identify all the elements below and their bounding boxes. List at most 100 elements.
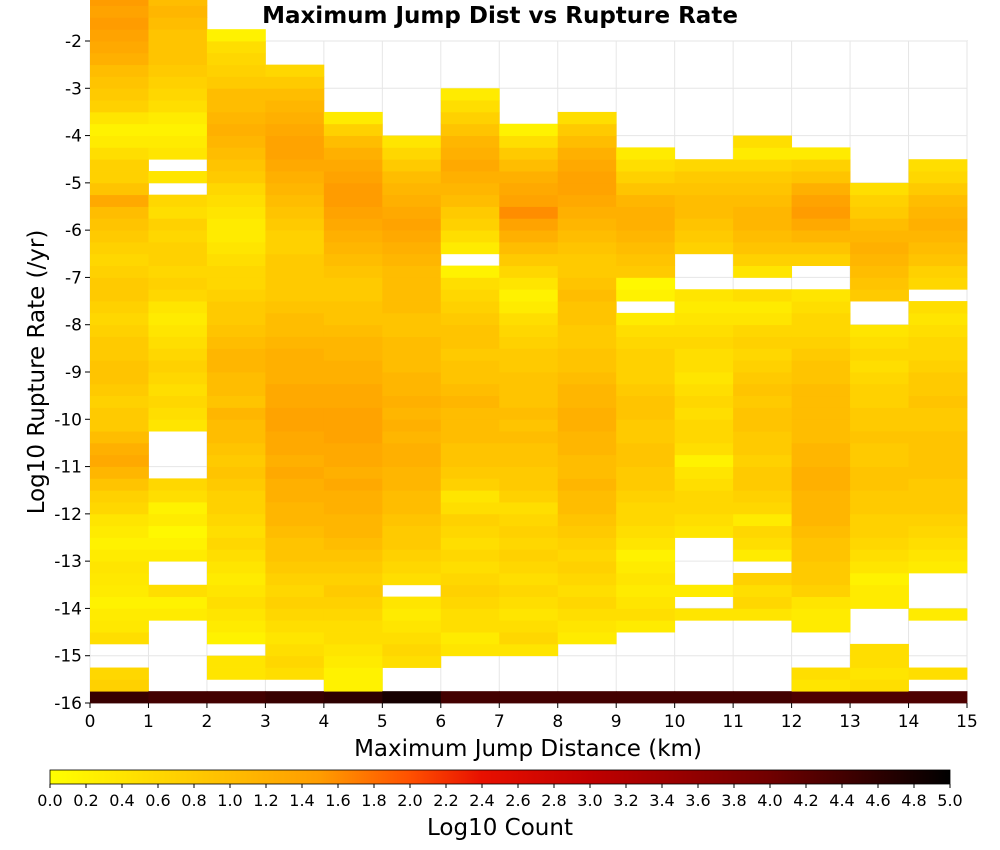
heatmap-cell <box>440 549 500 562</box>
heatmap-cell <box>90 549 149 562</box>
heatmap-cell <box>265 182 325 196</box>
heatmap-cell <box>499 608 559 621</box>
heatmap-cell <box>850 277 909 290</box>
heatmap-cell <box>557 159 617 172</box>
heatmap-cell <box>850 466 909 479</box>
heatmap-cell <box>323 171 383 184</box>
heatmap-cell <box>850 502 909 515</box>
colorbar-tick-label: 3.0 <box>577 791 602 810</box>
heatmap-cell <box>616 348 676 361</box>
chart-title: Maximum Jump Dist vs Rupture Rate <box>262 3 738 29</box>
heatmap-cell <box>499 123 559 136</box>
y-tick-label: -14 <box>54 599 82 619</box>
heatmap-cell <box>148 17 208 30</box>
heatmap-cell <box>265 147 325 160</box>
heatmap-cell <box>323 230 383 243</box>
heatmap-cell <box>557 632 617 645</box>
heatmap-cell <box>90 620 149 633</box>
heatmap-cell <box>323 655 383 668</box>
heatmap-cell <box>382 442 442 456</box>
heatmap-cell <box>733 289 792 302</box>
heatmap-cell <box>148 348 208 361</box>
heatmap-cell <box>265 667 325 680</box>
heatmap-cell <box>850 454 909 467</box>
heatmap-cell <box>674 194 734 207</box>
heatmap-cell <box>791 171 851 184</box>
heatmap-cell <box>616 395 676 408</box>
heatmap-cell <box>791 372 851 385</box>
heatmap-cell <box>557 135 617 148</box>
heatmap-cell <box>440 336 500 349</box>
heatmap-cell <box>674 383 734 397</box>
heatmap-cell <box>908 513 968 527</box>
heatmap-cell <box>265 194 325 207</box>
colorbar-tick-label: 1.0 <box>217 791 242 810</box>
heatmap-cell <box>499 159 559 172</box>
heatmap-cell <box>557 265 617 278</box>
heatmap-cell <box>791 431 851 444</box>
colorbar-tick-label: 0.4 <box>109 791 134 810</box>
x-tick-label: 9 <box>611 712 622 732</box>
heatmap-cell <box>382 490 442 503</box>
heatmap-cell <box>674 490 734 503</box>
heatmap-cell <box>148 194 208 207</box>
heatmap-cell <box>908 372 968 385</box>
heatmap-cell <box>382 218 442 231</box>
heatmap-cell <box>733 182 792 196</box>
heatmap-cell <box>382 572 442 586</box>
heatmap-cell <box>440 100 500 113</box>
heatmap-cell <box>733 348 792 361</box>
heatmap-cell <box>791 572 851 586</box>
heatmap-cell <box>616 241 676 255</box>
heatmap-cell <box>90 0 149 6</box>
heatmap-cell <box>850 348 909 361</box>
heatmap-cell <box>850 679 909 692</box>
heatmap-cell <box>850 537 909 550</box>
heatmap-cell <box>382 466 442 479</box>
heatmap-cell <box>733 159 792 172</box>
heatmap-cell <box>90 383 149 397</box>
heatmap-cell <box>850 596 909 609</box>
heatmap-cell <box>557 525 617 538</box>
heatmap-cell <box>908 419 968 432</box>
x-tick-label: 1 <box>143 712 154 732</box>
heatmap-cell <box>674 230 734 243</box>
heatmap-cell <box>206 608 266 621</box>
heatmap-cell <box>382 561 442 574</box>
heatmap-cell <box>733 572 792 586</box>
heatmap-cell <box>791 419 851 432</box>
heatmap-cell <box>499 383 559 397</box>
y-tick-label: -11 <box>54 458 82 478</box>
heatmap-cell <box>382 241 442 255</box>
heatmap-cell <box>616 561 676 574</box>
heatmap-cell <box>440 206 500 219</box>
heatmap-cell <box>206 301 266 314</box>
heatmap-cell <box>616 312 676 326</box>
heatmap-cell <box>440 265 500 278</box>
heatmap-cell <box>850 253 909 267</box>
heatmap-cell <box>323 643 383 657</box>
heatmap-cell <box>323 218 383 231</box>
heatmap-cell <box>499 230 559 243</box>
heatmap-cell <box>90 5 149 18</box>
heatmap-cell <box>557 253 617 267</box>
heatmap-cell <box>206 537 266 550</box>
heatmap-cell <box>206 253 266 267</box>
heatmap-cell <box>557 537 617 550</box>
heatmap-cell <box>733 537 792 550</box>
heatmap-cell <box>382 632 442 645</box>
heatmap-cell <box>148 490 208 503</box>
heatmap-cell <box>265 632 325 645</box>
heatmap-cell <box>557 419 617 432</box>
heatmap-cell <box>148 312 208 326</box>
heatmap-cell <box>323 537 383 550</box>
heatmap-cell <box>557 123 617 136</box>
x-tick-label: 7 <box>494 712 505 732</box>
heatmap-cell <box>90 17 149 30</box>
heatmap-cell <box>499 218 559 231</box>
heatmap-cell <box>90 336 149 349</box>
colorbar-tick-label: 0.0 <box>37 791 62 810</box>
heatmap-cell <box>850 336 909 349</box>
heatmap-cell <box>674 372 734 385</box>
heatmap-cell <box>148 407 208 420</box>
